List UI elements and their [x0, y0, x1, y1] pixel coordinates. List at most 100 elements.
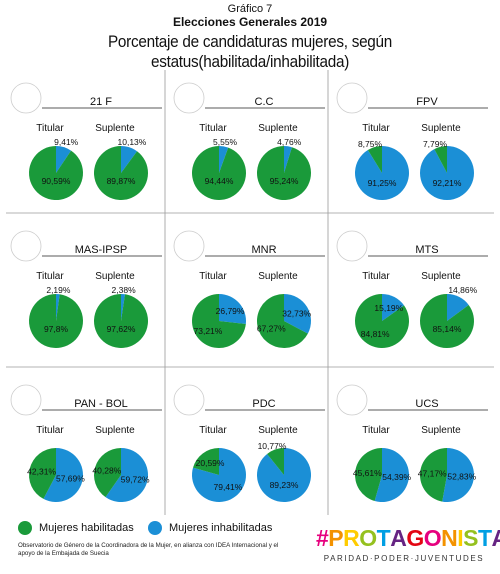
- pie-sub-label: Titular: [199, 271, 227, 282]
- pie-sub-label: Suplente: [95, 271, 135, 282]
- pie-slice-inhabilitadas: [56, 294, 60, 321]
- pie-label-habilitadas: 97,8%: [44, 324, 69, 334]
- legend-habilitadas: Mujeres habilitadas: [18, 519, 134, 537]
- pie-slice-habilitadas: [355, 294, 410, 349]
- pie-label-inhabilitadas: 52,83%: [447, 471, 476, 481]
- pie-label-inhabilitadas: 89,23%: [270, 480, 299, 490]
- pie-label-habilitadas: 97,62%: [107, 324, 136, 334]
- party-name: PDC: [252, 398, 275, 410]
- party-logo: [10, 230, 42, 262]
- pie-label-habilitadas: 47,17%: [418, 469, 447, 479]
- pie-sub-label: Titular: [36, 271, 64, 282]
- party-name: FPV: [416, 96, 438, 108]
- pie-slice-inhabilitadas: [442, 448, 474, 502]
- legend-label-habilitadas: Mujeres habilitadas: [39, 522, 134, 534]
- brand-letter: T: [376, 525, 391, 551]
- pie-slice-inhabilitadas: [374, 448, 409, 502]
- pie-sub-label: Titular: [199, 123, 227, 134]
- pie-label-inhabilitadas: 59,72%: [121, 474, 150, 484]
- party-logo: [10, 384, 42, 416]
- pie-slice-inhabilitadas: [219, 146, 229, 173]
- party-name: MNR: [251, 244, 276, 256]
- party-logo: [336, 384, 368, 416]
- pie-sub-label: Titular: [362, 271, 390, 282]
- legend-swatch-habilitadas: [18, 521, 32, 535]
- pie-slice-habilitadas: [193, 448, 219, 475]
- pie-label-habilitadas: 94,44%: [205, 176, 234, 186]
- pie-label-habilitadas: 42,31%: [27, 466, 56, 476]
- pie-sub-label: Suplente: [421, 425, 461, 436]
- brand-letter: #: [316, 525, 329, 551]
- pie-slice-inhabilitadas: [43, 448, 84, 502]
- party-name: MTS: [415, 244, 438, 256]
- party-logo: [336, 82, 368, 114]
- pie-label-inhabilitadas: 2,38%: [112, 285, 137, 295]
- party-panel: 21 F Titular 9,41% 90,59% Suplente 10,13% 89,8…: [10, 82, 162, 200]
- brand-letter: A: [491, 525, 500, 551]
- pie-slice-inhabilitadas: [447, 294, 469, 321]
- pie-slice-habilitadas: [267, 448, 284, 475]
- chart-subtitle: Elecciones Generales 2019: [172, 15, 328, 29]
- party-panel: PDC Titular 79,41% 20,59% Suplente 89,23% 10,7…: [173, 384, 325, 502]
- pie-sub-label: Suplente: [258, 425, 298, 436]
- pie-slice-habilitadas: [367, 146, 382, 173]
- brand-title: #PROTAGONISTAS: [316, 525, 500, 552]
- pie-slice-habilitadas: [29, 448, 56, 499]
- pie-label-habilitadas: 7,79%: [423, 139, 448, 149]
- pie-label-habilitadas: 84,81%: [361, 329, 390, 339]
- brand-letter: R: [343, 525, 360, 551]
- pie-label-inhabilitadas: 9,41%: [54, 137, 79, 147]
- pie-label-inhabilitadas: 10,13%: [118, 137, 147, 147]
- pie-label-inhabilitadas: 26,79%: [216, 306, 245, 316]
- pie-slice-inhabilitadas: [121, 294, 126, 321]
- legend-inhabilitadas: Mujeres inhabilitadas: [148, 519, 272, 537]
- pie-sub-label: Titular: [199, 425, 227, 436]
- party-name: PAN - BOL: [74, 398, 128, 410]
- legend-swatch-inhabilitadas: [148, 521, 162, 535]
- pie-sub-label: Suplente: [258, 123, 298, 134]
- pie-sub-label: Titular: [362, 425, 390, 436]
- brand-letter: I: [457, 525, 464, 551]
- pie-label-inhabilitadas: 4,76%: [277, 137, 302, 147]
- brand-letter: T: [477, 525, 492, 551]
- party-logo: [173, 384, 205, 416]
- pie-label-habilitadas: 45,61%: [353, 468, 382, 478]
- party-panel: C.C Titular 5,55% 94,44% Suplente 4,76% 95,24%: [173, 82, 325, 201]
- pie-label-habilitadas: 90,59%: [42, 176, 71, 186]
- pie-label-inhabilitadas: 5,55%: [213, 137, 238, 147]
- party-panel: PAN - BOL Titular 57,69%42,31% Suplente 59,7…: [10, 384, 162, 502]
- pie-sub-label: Suplente: [95, 123, 135, 134]
- pie-slice-habilitadas: [434, 146, 447, 173]
- pie-sub-label: Suplente: [95, 425, 135, 436]
- pie-label-inhabilitadas: 91,25%: [368, 178, 397, 188]
- brand-logo: #PROTAGONISTAS PARIDAD·PODER·JUVENTUDES: [316, 525, 500, 563]
- pie-slice-habilitadas: [256, 146, 311, 201]
- pie-slice-habilitadas: [94, 294, 149, 348]
- pie-sub-label: Titular: [36, 123, 64, 134]
- pie-slice-habilitadas: [191, 294, 246, 349]
- pie-slice-habilitadas: [93, 146, 148, 200]
- pie-label-habilitadas: 89,87%: [107, 176, 136, 186]
- pie-slice-inhabilitadas: [382, 294, 405, 321]
- brand-letter: G: [406, 525, 424, 551]
- pie-slice-habilitadas: [419, 448, 447, 502]
- pie-label-inhabilitadas: 54,39%: [382, 472, 411, 482]
- pie-slice-inhabilitadas: [284, 294, 311, 334]
- pie-slice-habilitadas: [354, 448, 382, 501]
- pie-slice-habilitadas: [29, 294, 84, 349]
- pie-slice-inhabilitadas: [105, 448, 148, 502]
- party-logo: [173, 230, 205, 262]
- party-logo: [173, 82, 205, 114]
- party-name: UCS: [415, 398, 438, 410]
- pie-slice-inhabilitadas: [355, 146, 410, 200]
- party-name: MAS-IPSP: [75, 244, 128, 256]
- party-panel: MAS-IPSP Titular 2,19% 97,8% Suplente 2,38% 97…: [10, 230, 162, 349]
- brand-tagline: PARIDAD·PODER·JUVENTUDES: [323, 554, 485, 563]
- pie-slice-habilitadas: [191, 146, 246, 200]
- party-logo: [336, 230, 368, 262]
- pie-label-habilitadas: 20,59%: [196, 458, 225, 468]
- pie-label-habilitadas: 8,75%: [358, 139, 383, 149]
- brand-letter: P: [328, 525, 344, 551]
- chart-title: Porcentaje de candidaturas mujeres, segú…: [107, 32, 393, 71]
